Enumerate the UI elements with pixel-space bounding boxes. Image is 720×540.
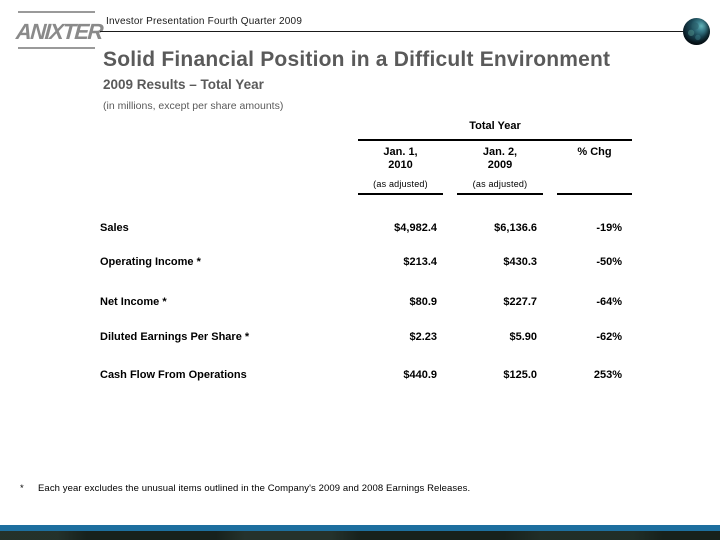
row-value-v2: $430.3 <box>503 256 537 268</box>
row-value-chg: -62% <box>596 331 622 343</box>
row-value-chg: -64% <box>596 296 622 308</box>
row-value-chg: -19% <box>596 222 622 234</box>
presentation-header: Investor Presentation Fourth Quarter 200… <box>106 16 303 27</box>
row-value-v1: $213.4 <box>403 256 437 268</box>
row-value-v2: $227.7 <box>503 296 537 308</box>
row-label: Cash Flow From Operations <box>100 369 247 381</box>
column-rule-2 <box>457 193 543 195</box>
table-row: Diluted Earnings Per Share * $2.23 $5.90 -6… <box>0 331 720 347</box>
table-row: Sales $4,982.4 $6,136.6 -19% <box>0 222 720 238</box>
row-value-v2: $5.90 <box>509 331 537 343</box>
row-label: Operating Income * <box>100 256 201 268</box>
as-adjusted-note-1: (as adjusted) <box>373 179 428 189</box>
row-value-v1: $4,982.4 <box>394 222 437 234</box>
table-row: Cash Flow From Operations $440.9 $125.0 253… <box>0 369 720 385</box>
table-row: Net Income * $80.9 $227.7 -64% <box>0 296 720 312</box>
row-label: Sales <box>100 222 129 234</box>
as-adjusted-note-2: (as adjusted) <box>472 179 528 189</box>
row-value-v1: $440.9 <box>403 369 437 381</box>
row-label: Diluted Earnings Per Share * <box>100 331 250 343</box>
footnote-marker: * <box>20 483 24 494</box>
column-header-pct-chg: % Chg <box>577 146 612 158</box>
units-note: (in millions, except per share amounts) <box>103 100 284 112</box>
row-value-v2: $6,136.6 <box>494 222 537 234</box>
row-label: Net Income * <box>100 296 167 308</box>
table-row: Operating Income * $213.4 $430.3 -50% <box>0 256 720 272</box>
column-header-jan2-2009: Jan. 2, 2009 <box>482 146 518 171</box>
header-rule <box>100 31 683 32</box>
logo-top-rule <box>18 11 95 13</box>
page-title: Solid Financial Position in a Difficult … <box>103 48 611 71</box>
row-value-chg: 253% <box>593 369 622 381</box>
column-header-jan1-2010: Jan. 1, 2010 <box>383 146 418 171</box>
row-value-chg: -50% <box>596 256 622 268</box>
table-group-header: Total Year <box>469 120 521 132</box>
column-rule-1 <box>358 193 443 195</box>
footnote-text: Each year excludes the unusual items out… <box>38 483 471 494</box>
logo-bottom-rule <box>18 47 95 49</box>
column-rule-3 <box>557 193 632 195</box>
page-subtitle: 2009 Results – Total Year <box>103 77 264 92</box>
row-value-v1: $80.9 <box>409 296 437 308</box>
bottom-accent-band <box>0 525 720 540</box>
anixter-logo: ANIXTER <box>15 19 103 44</box>
row-value-v2: $125.0 <box>503 369 537 381</box>
row-value-v1: $2.23 <box>409 331 437 343</box>
globe-icon <box>683 18 710 45</box>
table-group-rule <box>358 139 632 141</box>
